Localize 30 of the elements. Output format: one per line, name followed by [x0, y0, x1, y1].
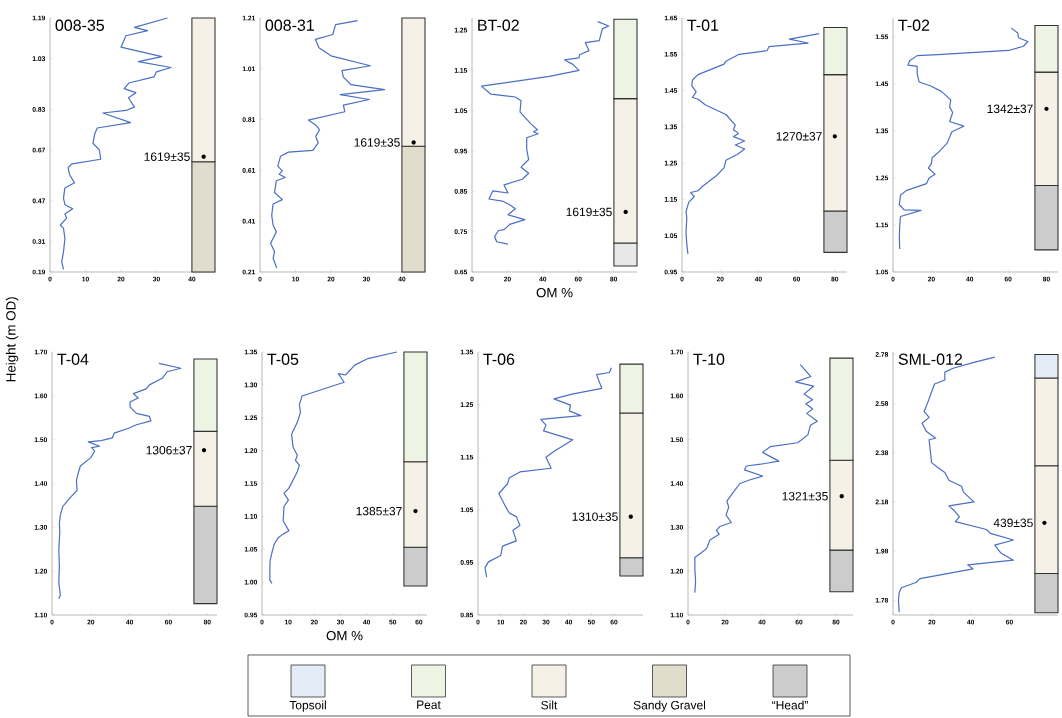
y-axis-title: Height (m OD)	[5, 297, 19, 382]
annotation: 1306±37	[146, 445, 192, 455]
chart-title: BT-02	[478, 19, 519, 31]
chart-title: 008-35	[55, 19, 105, 31]
text: Sandy Gravel	[633, 700, 706, 712]
annotation: 1310±35	[572, 512, 618, 521]
text: Silt	[541, 700, 558, 710]
line-series	[685, 33, 820, 255]
chart-title: 008-31	[265, 19, 314, 31]
chart-title: T-06	[483, 353, 515, 365]
text: Peat	[417, 700, 441, 709]
annotation: 1270±37	[776, 132, 822, 141]
annotation: 1385±37	[356, 506, 402, 516]
x-axis-title: OM %	[326, 630, 363, 641]
annotation: 1321±35	[782, 491, 828, 501]
chart-title: SML-012	[898, 353, 963, 365]
annotation: 1619±35	[144, 152, 190, 161]
chart-title: T-10	[693, 353, 725, 365]
chart-title: T-05	[267, 353, 299, 365]
chart-title: T-02	[898, 19, 930, 31]
chart-title: T-04	[57, 353, 89, 365]
text: “Head”	[772, 700, 808, 710]
chart-title: T-01	[687, 19, 719, 31]
x-axis-title: OM %	[536, 287, 573, 298]
annotation: 439±35	[993, 518, 1033, 528]
text: Topsoil	[289, 700, 326, 712]
annotation: 1342±37	[987, 104, 1033, 114]
annotation: 1619±35	[354, 138, 400, 147]
annotation: 1619±35	[566, 207, 612, 217]
line-series	[480, 21, 610, 245]
